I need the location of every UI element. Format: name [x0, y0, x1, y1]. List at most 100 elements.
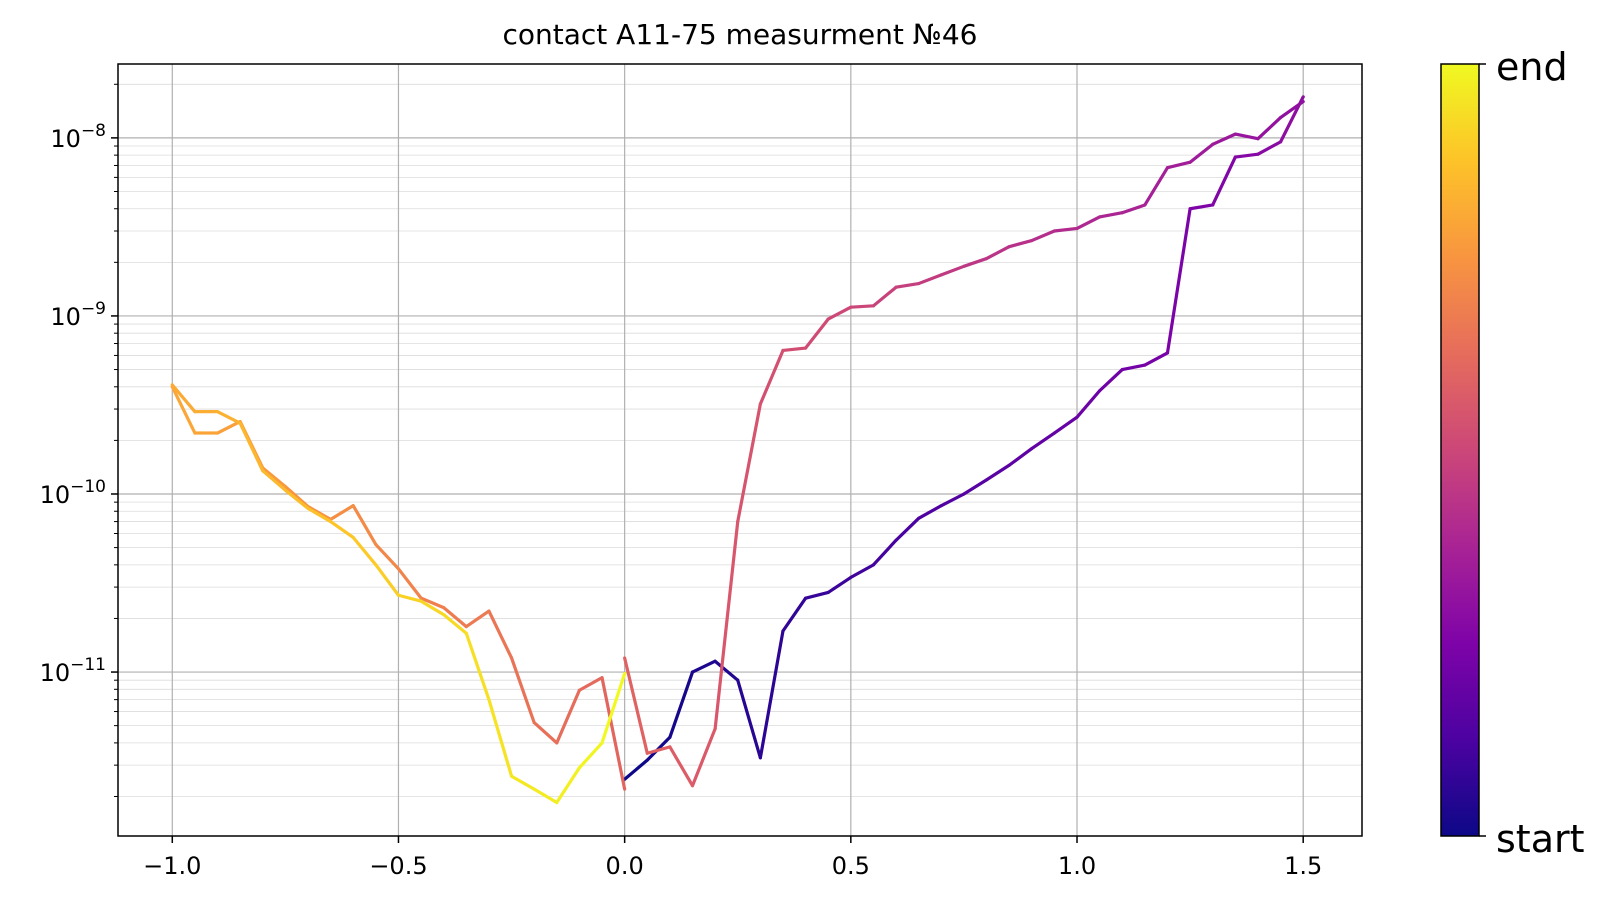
series-2-segment — [917, 273, 943, 286]
series-2-segment — [1075, 215, 1102, 231]
series-3-segment — [396, 567, 423, 600]
series-1-segment — [984, 463, 1011, 482]
series-1-segment — [781, 596, 808, 633]
series-2-segment — [781, 346, 808, 353]
series-3-segment — [351, 504, 378, 547]
series-4-segment — [555, 766, 582, 805]
series-2-segment — [1030, 229, 1056, 243]
series-2-segment — [1098, 211, 1124, 219]
series-2-segment — [645, 745, 672, 755]
series-1-segment — [758, 629, 785, 760]
series-2-segment — [1211, 132, 1237, 146]
y-tick-label: 10−10 — [40, 477, 106, 509]
series-1-segment — [713, 659, 740, 682]
series-2-segment — [894, 281, 921, 289]
series-1-segment — [1120, 363, 1147, 372]
series-2-segment — [713, 519, 740, 731]
series-2-segment — [690, 727, 717, 788]
series-4-segment — [577, 741, 604, 770]
series-4-segment — [329, 519, 355, 540]
series-2-segment — [871, 285, 898, 308]
series-4-segment — [532, 787, 559, 805]
colorbar-end-label: end — [1496, 45, 1568, 89]
series-1-segment — [1098, 367, 1124, 393]
series-1-segment — [803, 590, 830, 600]
series-2-segment — [1278, 99, 1305, 120]
y-axis: 10−11 10−10 10−9 10−8 — [40, 83, 118, 797]
series-1-segment — [871, 538, 898, 567]
chart-title: contact A11-75 measurment №46 — [503, 18, 978, 51]
grid — [118, 64, 1362, 836]
series-3-segment — [555, 688, 582, 745]
series-3-segment — [532, 721, 559, 745]
series-3-segment — [577, 676, 604, 692]
series-1-segment — [668, 670, 695, 739]
series-3-segment — [419, 596, 446, 610]
series-4-segment — [442, 613, 468, 635]
series-4-segment — [600, 672, 627, 745]
x-tick-label: −1.0 — [143, 852, 201, 880]
series-4-segment — [170, 383, 197, 414]
series-2-segment — [623, 656, 649, 755]
series-3-segment — [374, 542, 401, 571]
series-2-segment — [668, 745, 695, 788]
colorbar: end start — [1440, 45, 1585, 861]
series-2-segment — [1052, 226, 1079, 233]
series-4-segment — [464, 631, 491, 702]
series-4-segment — [238, 421, 265, 473]
series-1-segment — [1030, 431, 1056, 451]
series-1-segment — [1256, 140, 1283, 156]
plot-frame — [117, 63, 1363, 837]
x-tick-label: −0.5 — [369, 852, 427, 880]
series-1-segment — [623, 758, 649, 781]
series-3-segment — [442, 606, 468, 629]
series-2-segment — [1007, 238, 1034, 249]
series-3-segment — [306, 504, 333, 522]
series-4-segment — [419, 599, 446, 617]
x-tick-label: 1.5 — [1284, 852, 1322, 880]
series-1-segment — [1075, 389, 1102, 419]
colorbar-gradient — [1440, 63, 1480, 837]
series-2-segment — [1120, 203, 1147, 215]
x-tick-label: 1.0 — [1058, 852, 1096, 880]
series-2-segment — [826, 305, 853, 321]
series-2-segment — [758, 348, 785, 406]
series-1-segment — [1188, 203, 1215, 211]
series-2-segment — [962, 256, 989, 268]
series-1-segment — [826, 575, 853, 595]
series-4-segment — [374, 563, 401, 597]
series-4-segment — [351, 535, 378, 567]
series-3-segment — [261, 466, 287, 489]
series-4-segment — [215, 410, 242, 425]
series-4-segment — [396, 593, 423, 603]
series-2-segment — [849, 304, 876, 309]
series-3-segment — [170, 385, 197, 435]
x-tick-label: 0.0 — [606, 852, 644, 880]
series-4-segment — [261, 469, 287, 492]
series-3-segment — [600, 676, 627, 791]
series-2-segment — [1188, 142, 1215, 164]
series-1-segment — [894, 516, 921, 542]
series-3-segment — [487, 609, 514, 660]
series-2-segment — [736, 402, 762, 524]
series-4-segment — [283, 488, 310, 510]
series-1-segment — [1233, 152, 1260, 159]
series-4-segment — [487, 698, 514, 778]
series-4-segment — [306, 506, 333, 524]
series-2-segment — [803, 317, 830, 350]
series-1-segment — [939, 492, 966, 508]
series-1-segment — [690, 659, 717, 674]
series-1-segment — [1165, 207, 1192, 355]
y-tick-label: 10−8 — [50, 121, 106, 153]
y-tick-label: 10−11 — [40, 655, 106, 687]
series-1-segment — [736, 678, 762, 760]
series-1-segment — [1052, 415, 1079, 435]
series-2-segment — [939, 264, 966, 277]
y-tick-label: 10−9 — [50, 299, 106, 331]
series-1-segment — [1143, 351, 1170, 367]
series-1-segment — [962, 478, 989, 496]
data-lines — [170, 95, 1305, 805]
x-axis: −1.0 −0.5 0.0 0.5 1.0 1.5 — [143, 836, 1322, 880]
series-4-segment — [509, 774, 536, 791]
